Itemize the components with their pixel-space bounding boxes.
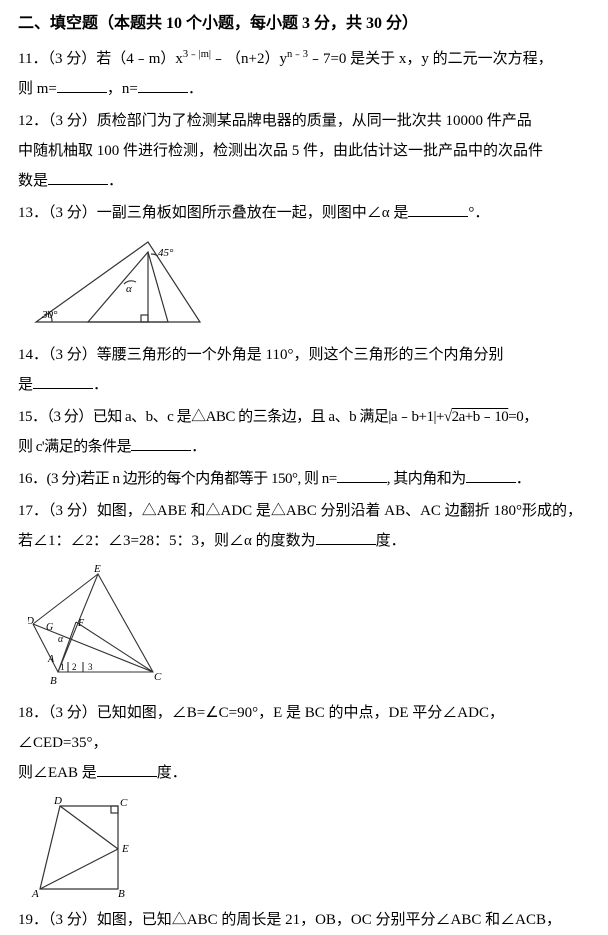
label-C: C	[154, 671, 162, 683]
blank-alpha-13	[408, 202, 468, 217]
question-15: 15．（3 分）已知 a、b、c 是△ABC 的三条边，且 a、b 满足|a﹣b…	[18, 402, 590, 462]
q11-line2b: ，n=	[107, 81, 138, 97]
blank-angles-14	[33, 374, 93, 389]
q11-text-a: 11．（3 分）若（4﹣m）x	[18, 51, 183, 67]
q15-line1r: =0，	[508, 409, 537, 425]
q12-line3b: ．	[108, 173, 123, 189]
question-14: 14．（3 分）等腰三角形的一个外角是 110°，则这个三角形的三个内角分别 是…	[18, 340, 590, 400]
q17-line1: 17．（3 分）如图，△ABE 和△ADC 是△ABC 分别沿着 AB、AC 边…	[18, 503, 582, 519]
q11-text-b: ﹣（n+2）y	[211, 51, 287, 67]
q12-line3a: 数是	[18, 173, 48, 189]
label-3: 3	[88, 662, 93, 672]
label-B: B	[50, 675, 57, 687]
q16-line1c: ．	[516, 471, 531, 487]
q12-line2: 中随机柚取 100 件进行检测，检测出次品 5 件，由此估计这一批产品中的次品件	[18, 143, 543, 159]
label-1: 1	[60, 662, 65, 672]
q14-line2b: ．	[93, 377, 108, 393]
q15-line1: 15．（3 分）已知 a、b、c 是△ABC 的三条边，且 a、b 满足|a﹣b…	[18, 409, 452, 425]
q16-line1b: , 其内角和为	[387, 471, 466, 487]
figure-18: D C A B E	[28, 794, 590, 899]
label-E: E	[93, 563, 101, 575]
q13-line1b: °．	[468, 205, 489, 221]
question-17: 17．（3 分）如图，△ABE 和△ADC 是△ABC 分别沿着 AB、AC 边…	[18, 496, 590, 556]
q14-line2a: 是	[18, 377, 33, 393]
label-45: 45°	[158, 247, 174, 259]
section-title: 二、填空题（本题共 10 个小题，每小题 3 分，共 30 分）	[18, 8, 590, 40]
q18-line2b: 度．	[157, 765, 187, 781]
blank-alpha-17	[316, 530, 376, 545]
q11-sup2: n﹣3	[287, 49, 308, 60]
q18-line1: 18．（3 分）已知如图，∠B=∠C=90°，E 是 BC 的中点，DE 平分∠…	[18, 705, 504, 751]
q17-line2b: 度．	[376, 533, 406, 549]
question-16: 16．(3 分)若正 n 边形的每个内角都等于 150°, 则 n= , 其内角和…	[18, 464, 590, 494]
question-18: 18．（3 分）已知如图，∠B=∠C=90°，E 是 BC 的中点，DE 平分∠…	[18, 698, 590, 788]
q15-radicand: 2a+b﹣10	[452, 409, 509, 425]
label-A-18: A	[31, 888, 39, 899]
blank-sum-16	[466, 468, 516, 483]
q12-line1: 12．（3 分）质检部门为了检测某品牌电器的质量，从同一批次共 10000 件产…	[18, 113, 532, 129]
triangle-boards-svg: 30° 45° α	[28, 234, 208, 334]
label-A: A	[47, 654, 55, 665]
label-alpha-17: α	[58, 634, 64, 645]
label-D-18: D	[53, 795, 62, 807]
fold-triangle-svg: E D G F A B C 1 2 3 α	[28, 562, 178, 692]
trapezoid-svg: D C A B E	[28, 794, 138, 899]
question-13: 13．（3 分）一副三角板如图所示叠放在一起，则图中∠α 是 °．	[18, 198, 590, 228]
label-alpha-13: α	[126, 283, 132, 295]
label-G: G	[46, 622, 53, 633]
q11-line2a: 则 m=	[18, 81, 57, 97]
q17-line2a: 若∠1：∠2：∠3=28：5：3，则∠α 的度数为	[18, 533, 316, 549]
q11-text-c: ﹣7=0 是关于 x，y 的二元一次方程，	[308, 51, 553, 67]
q13-line1a: 13．（3 分）一副三角板如图所示叠放在一起，则图中∠α 是	[18, 205, 408, 221]
blank-c-cond	[131, 436, 191, 451]
blank-eab	[97, 762, 157, 777]
blank-n-16	[337, 468, 387, 483]
label-D: D	[28, 615, 34, 627]
q15-line2a: 则 c'满足的条件是	[18, 439, 131, 455]
figure-13: 30° 45° α	[28, 234, 590, 334]
question-12: 12．（3 分）质检部门为了检测某品牌电器的质量，从同一批次共 10000 件产…	[18, 106, 590, 196]
blank-m	[57, 78, 107, 93]
blank-defective	[48, 170, 108, 185]
label-2: 2	[72, 662, 77, 672]
figure-17: E D G F A B C 1 2 3 α	[28, 562, 590, 692]
label-30: 30°	[41, 309, 58, 321]
q18-line2a: 则∠EAB 是	[18, 765, 97, 781]
q19-line1: 19．（3 分）如图，已知△ABC 的周长是 21，OB，OC 分别平分∠ABC…	[18, 912, 561, 928]
q11-sup1: 3﹣|m|	[183, 49, 211, 60]
q11-line2c: ．	[188, 81, 203, 97]
label-C-18: C	[120, 797, 128, 809]
q15-line2b: ．	[191, 439, 206, 455]
blank-n	[138, 78, 188, 93]
label-B-18: B	[118, 888, 125, 899]
question-11: 11．（3 分）若（4﹣m）x3﹣|m|﹣（n+2）yn﹣3﹣7=0 是关于 x…	[18, 44, 590, 104]
q16-line1a: 16．(3 分)若正 n 边形的每个内角都等于 150°, 则 n=	[18, 471, 337, 487]
q14-line1: 14．（3 分）等腰三角形的一个外角是 110°，则这个三角形的三个内角分别	[18, 347, 503, 363]
label-F: F	[77, 618, 85, 629]
label-E-18: E	[121, 843, 129, 855]
